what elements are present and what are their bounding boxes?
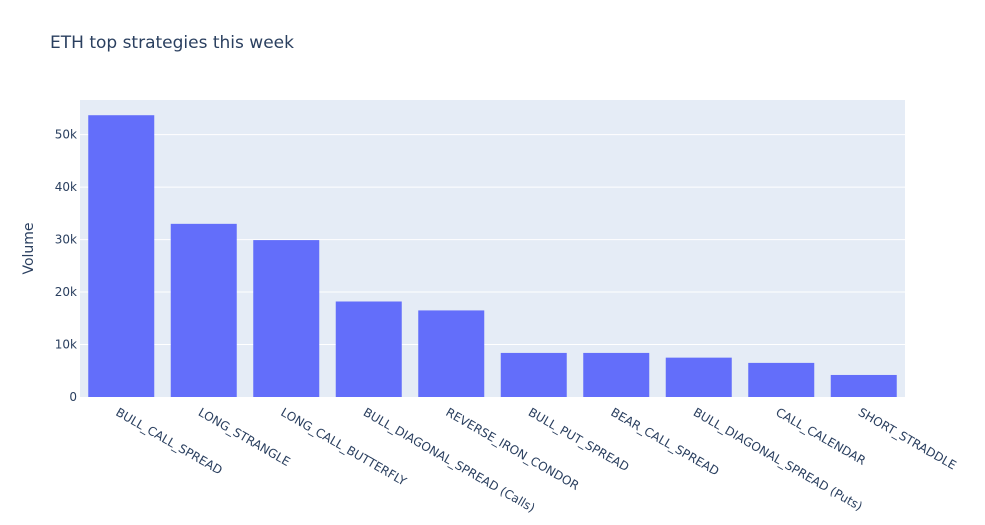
y-tick-label: 50k xyxy=(55,128,77,142)
bar[interactable] xyxy=(335,301,402,397)
bar[interactable] xyxy=(418,310,485,397)
y-tick-label: 30k xyxy=(55,233,77,247)
bar[interactable] xyxy=(748,362,815,397)
bar[interactable] xyxy=(583,352,650,397)
bar[interactable] xyxy=(170,223,237,397)
bar[interactable] xyxy=(665,357,732,397)
bar[interactable] xyxy=(253,240,320,397)
bar[interactable] xyxy=(88,115,155,397)
x-axis-ticks: BULL_CALL_SPREADLONG_STRANGLELONG_CALL_B… xyxy=(113,405,958,515)
bars xyxy=(88,115,897,397)
x-tick-label: REVERSE_IRON_CONDOR xyxy=(443,405,581,493)
y-tick-label: 20k xyxy=(55,285,77,299)
y-tick-label: 10k xyxy=(55,338,77,352)
chart-title: ETH top strategies this week xyxy=(50,33,294,53)
bar[interactable] xyxy=(830,374,897,397)
y-tick-label: 40k xyxy=(55,180,77,194)
x-tick-label: SHORT_STRADDLE xyxy=(856,405,959,472)
y-axis-label: Volume xyxy=(21,222,37,274)
x-tick-label: BULL_DIAGONAL_SPREAD (Puts) xyxy=(691,405,865,514)
x-tick-label: BULL_DIAGONAL_SPREAD (Calls) xyxy=(361,405,538,515)
bar[interactable] xyxy=(500,352,567,397)
y-tick-label: 0 xyxy=(69,390,77,404)
y-axis-ticks: 0 10k 20k 30k 40k 50k xyxy=(55,128,77,404)
